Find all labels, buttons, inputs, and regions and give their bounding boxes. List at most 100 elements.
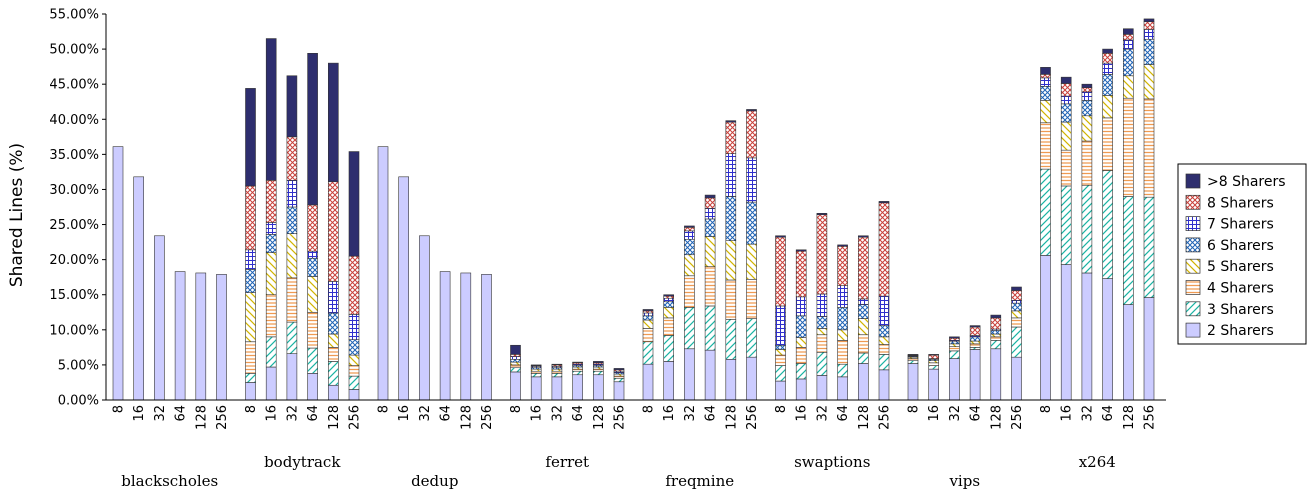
bar-segment xyxy=(642,363,654,401)
bar-segment xyxy=(551,370,563,374)
bar-segment xyxy=(928,360,940,364)
bar-segment xyxy=(1060,76,1072,84)
bar-segment xyxy=(704,194,716,199)
x-tick-label: 16 xyxy=(927,405,942,422)
bar-segment xyxy=(286,277,298,323)
bar-segment xyxy=(775,305,786,346)
x-tick-label: 32 xyxy=(683,405,698,422)
legend-swatch xyxy=(1185,258,1201,274)
bar-segment xyxy=(704,266,716,307)
x-tick-label: 64 xyxy=(1101,405,1116,422)
bar-segment xyxy=(969,349,981,401)
bar-segment xyxy=(265,38,277,181)
bar-segment xyxy=(663,295,675,299)
bar-segment xyxy=(949,343,960,347)
bar-segment xyxy=(725,318,737,360)
bar-segment xyxy=(725,120,737,123)
x-tick-label: 128 xyxy=(327,405,342,430)
bar-segment xyxy=(837,329,848,341)
bar-segment xyxy=(816,334,828,353)
bar-segment xyxy=(1081,140,1093,186)
bar-segment xyxy=(816,328,828,336)
y-tick-label: 55.00% xyxy=(49,8,99,23)
bar-segment xyxy=(245,373,256,383)
x-tick-label: 16 xyxy=(795,405,810,422)
bar-segment xyxy=(663,301,675,308)
bar-segment xyxy=(530,370,542,374)
bar-segment xyxy=(530,364,542,366)
bar-group-ferret xyxy=(510,344,625,401)
bar-segment xyxy=(990,314,1002,319)
bar-segment xyxy=(1143,297,1155,401)
bar-segment xyxy=(592,368,604,372)
bar-segment xyxy=(1060,83,1072,97)
bar-segment xyxy=(307,276,318,313)
bar-segment xyxy=(245,249,256,270)
bar-segment xyxy=(1102,53,1113,64)
bar-segment xyxy=(878,336,890,345)
bar-segment xyxy=(949,346,960,352)
bar-segment xyxy=(857,352,869,364)
bar-segment xyxy=(725,121,737,154)
x-tick-label: 8 xyxy=(244,405,259,413)
bar-segment xyxy=(348,354,360,366)
bar-segment xyxy=(642,309,654,312)
bar-segment xyxy=(775,365,786,382)
y-tick-label: 30.00% xyxy=(49,183,99,198)
bar-segment xyxy=(795,347,807,364)
bar-segment xyxy=(949,350,960,359)
bar-segment xyxy=(327,347,339,362)
bar-segment xyxy=(216,274,227,401)
bars-group xyxy=(112,18,1155,401)
x-tick-label: 64 xyxy=(571,405,586,422)
bar-segment xyxy=(725,358,737,401)
bar-segment xyxy=(1102,117,1113,171)
bar-segment xyxy=(572,374,583,401)
bar-segment xyxy=(663,307,675,319)
bar-segment xyxy=(746,201,757,245)
bar-segment xyxy=(1040,77,1051,87)
bar-segment xyxy=(684,225,695,228)
bar-segment xyxy=(795,249,807,252)
x-tick-label: 128 xyxy=(1122,405,1137,430)
bar-segment xyxy=(613,368,625,371)
bar-segment xyxy=(245,341,256,374)
bar-segment xyxy=(1102,62,1113,75)
bar-segment xyxy=(307,347,318,374)
bar-segment xyxy=(286,136,298,181)
bar-segment xyxy=(1060,121,1072,151)
bar-segment xyxy=(775,235,786,238)
bar-segment xyxy=(990,330,1002,335)
x-tick-label: 32 xyxy=(1080,405,1095,422)
bar-segment xyxy=(1011,317,1022,328)
x-tick-label: 128 xyxy=(857,405,872,430)
bar-segment xyxy=(307,53,318,206)
bar-segment xyxy=(572,370,583,376)
bar-segment xyxy=(460,272,472,401)
bar-segment xyxy=(265,336,277,368)
bar-segment xyxy=(725,240,737,281)
bar-segment xyxy=(1123,75,1134,99)
bar-segment xyxy=(174,271,186,401)
legend-item: >8 Sharers xyxy=(1185,173,1286,190)
bar-segment xyxy=(969,325,981,328)
y-tick-label: 40.00% xyxy=(49,113,99,128)
legend-item: 3 Sharers xyxy=(1185,301,1274,318)
bar-segment xyxy=(1011,310,1022,319)
bar-segment xyxy=(816,316,828,329)
bar-segment xyxy=(551,368,563,372)
x-tick-label: 256 xyxy=(745,405,760,430)
legend-label: >8 Sharers xyxy=(1207,174,1286,190)
bar-segment xyxy=(1102,95,1113,119)
bar-segment xyxy=(112,146,124,401)
bar-segment xyxy=(1123,48,1134,77)
bar-segment xyxy=(642,315,654,321)
x-tick-label: 256 xyxy=(480,405,495,430)
bar-segment xyxy=(1081,272,1093,401)
bar-segment xyxy=(704,218,716,237)
bar-segment xyxy=(265,366,277,401)
legend-swatch xyxy=(1185,194,1201,210)
bar-segment xyxy=(704,197,716,209)
bar-segment xyxy=(684,307,695,350)
bar-segment xyxy=(949,337,960,341)
